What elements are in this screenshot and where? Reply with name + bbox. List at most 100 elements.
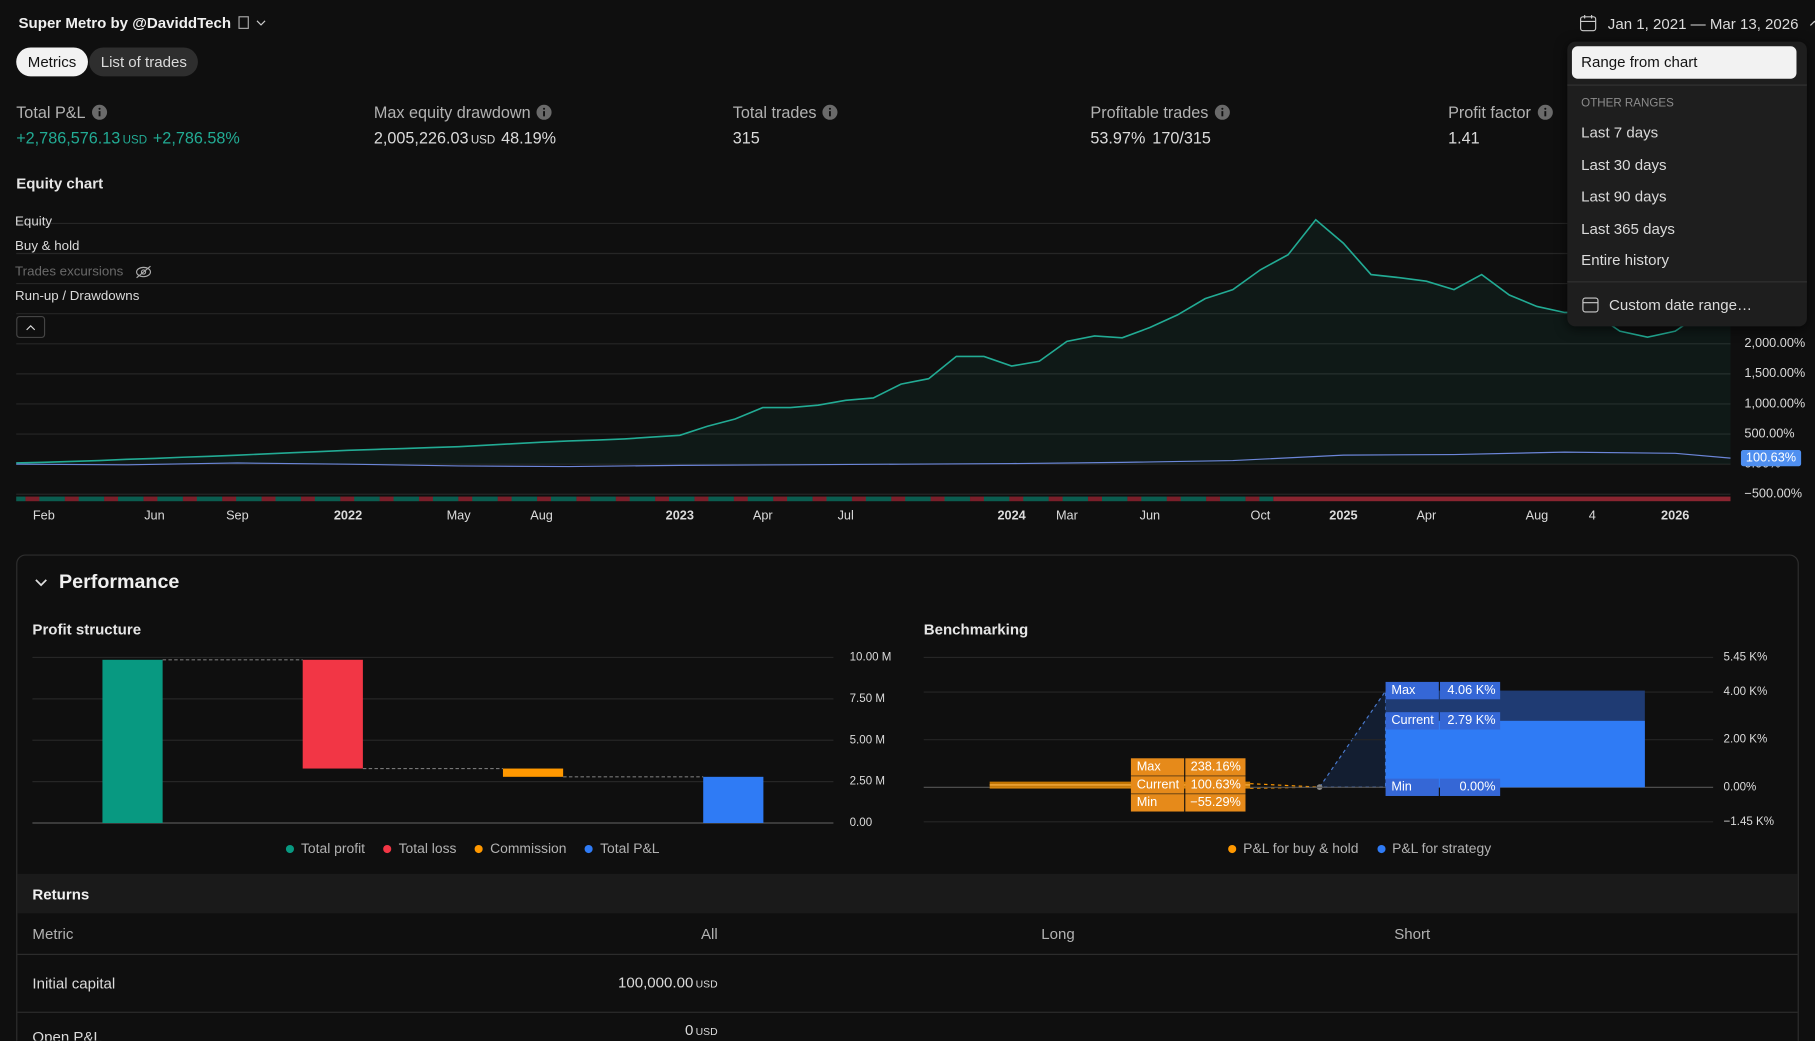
row-label: Initial capital [32, 974, 116, 993]
stat-value-box [1439, 778, 1501, 796]
info-icon[interactable] [1537, 104, 1553, 120]
info-icon[interactable] [91, 104, 107, 120]
legend-item[interactable]: Buy & hold [15, 239, 80, 254]
stat-value: 2.79 K% [1447, 712, 1495, 727]
collapse-button[interactable] [16, 316, 46, 338]
legend-item[interactable]: Trades excursions [15, 265, 151, 279]
dropdown-item[interactable]: Custom date range… [1581, 295, 1752, 314]
legend-item[interactable]: P&L for strategy [1377, 840, 1492, 857]
current-badge-label: 100.63% [1746, 449, 1796, 464]
performance-title: Performance [59, 570, 180, 593]
stat-value: 100.63% [1191, 776, 1241, 791]
stat-label: Current [1137, 776, 1180, 791]
dropdown-item[interactable]: Entire history [1581, 251, 1670, 269]
y-tick-label: 2.00 K% [1724, 734, 1768, 746]
column-header: Long [1041, 924, 1075, 943]
legend-dot [383, 844, 392, 853]
chevron [35, 578, 47, 586]
tab[interactable]: Metrics [16, 47, 88, 77]
x-tick-label: 2023 [666, 508, 694, 523]
y-tick-label: 10.00 M [850, 652, 892, 664]
metric-value: +2,786,576.13 USD +2,786.58% [16, 128, 240, 147]
benchmark-connector [1250, 783, 1320, 788]
y-tick-label: 4.00 K% [1724, 686, 1768, 698]
row-divider [17, 1011, 1798, 1013]
series-line [16, 218, 1731, 464]
y-tick-label: 7.50 M [850, 693, 885, 705]
date-range-button[interactable]: Jan 1, 2021 — Mar 13, 2026 [1579, 14, 1815, 33]
bar [102, 659, 163, 824]
chevron [256, 19, 266, 26]
legend-text: Trades excursions [15, 265, 124, 279]
value: +2,786,576.13 [16, 128, 121, 148]
x-tick-label: Apr [1416, 508, 1437, 523]
legend-item[interactable]: P&L for buy & hold [1228, 840, 1359, 857]
info-icon[interactable] [822, 104, 838, 120]
dropdown-item[interactable]: Last 90 days [1581, 187, 1667, 205]
dropdown-item[interactable]: Last 365 days [1581, 219, 1675, 238]
legend-item[interactable]: Total loss [383, 840, 457, 857]
metric-value: 315 [733, 128, 839, 147]
metric: Max equity drawdown 2,005,226.03 USD 48.19% [374, 103, 556, 147]
metric-value: 2,005,226.03 USD 48.19% [374, 128, 556, 147]
stat-label-box [1385, 778, 1439, 796]
dropdown-selected[interactable]: Range from chart [1571, 46, 1797, 79]
legend-item[interactable]: Run-up / Drawdowns [15, 289, 140, 304]
label-text: Profit factor [1448, 103, 1531, 122]
info-glyph [98, 111, 101, 117]
performance-panel [16, 554, 1799, 1041]
x-tick-label: Mar [1056, 508, 1079, 523]
bar [703, 776, 764, 824]
title-text: Super Metro by @DaviddTech [18, 13, 232, 32]
info-icon[interactable] [1214, 104, 1230, 120]
y-tick-label: 5.45 K% [1724, 652, 1768, 664]
legend: Total profit Total loss Commission Total P&… [285, 840, 660, 857]
dropdown-item[interactable]: Last 30 days [1581, 156, 1667, 174]
legend-item[interactable]: Total P&L [585, 840, 660, 857]
stat-value-box [1185, 758, 1246, 776]
performance-header[interactable]: Performance [35, 570, 180, 594]
x-tick-label: Aug [530, 508, 553, 523]
unit: USD [470, 134, 496, 148]
unit: USD [695, 978, 718, 990]
stat-label: Max [1391, 682, 1416, 697]
legend-dot [475, 844, 484, 853]
label-text: Total trades [732, 103, 817, 122]
info-glyph [1543, 107, 1546, 110]
x-tick-label: May [447, 508, 472, 523]
stat-value-box [1185, 794, 1246, 812]
info-icon[interactable] [536, 104, 553, 120]
unit: USD [695, 1025, 718, 1038]
tab[interactable]: List of trades [89, 47, 199, 77]
equity-area [16, 219, 1731, 465]
metric-label: Profit factor [1448, 103, 1553, 122]
returns-title: Returns [32, 885, 90, 903]
info-glyph [1543, 111, 1546, 117]
legend-item[interactable]: Equity [15, 215, 53, 230]
stat-label: Max [1137, 758, 1162, 773]
row-divider [17, 953, 1798, 955]
stat-value-box [1185, 776, 1246, 794]
divider [1567, 84, 1807, 86]
chart-title: Benchmarking [923, 620, 1029, 638]
metric-label: Profitable trades [1090, 103, 1230, 122]
metric-label: Total trades [733, 103, 839, 122]
column-header: All [700, 924, 718, 943]
y-tick-label: 5.00 M [850, 734, 885, 746]
info-glyph [1221, 111, 1224, 117]
divider [1567, 281, 1807, 283]
legend-text: P&L for strategy [1392, 840, 1492, 857]
stat-label-box [1130, 776, 1185, 794]
stat-label: Min [1391, 779, 1412, 794]
metric-label: Total P&L [16, 103, 240, 122]
legend-item[interactable]: Commission [475, 840, 567, 857]
dropdown-text: Custom date range… [1608, 295, 1753, 314]
legend-item[interactable]: Total profit [285, 840, 365, 857]
info-glyph [1221, 107, 1224, 110]
current-badge [1740, 450, 1802, 467]
legend-dot [1228, 844, 1237, 853]
dropdown-item[interactable]: Last 7 days [1581, 123, 1659, 142]
stat-label-box [1385, 712, 1439, 730]
strategy-title[interactable]: Super Metro by @DaviddTech [19, 14, 266, 31]
x-tick-label: 4 [1589, 508, 1596, 523]
